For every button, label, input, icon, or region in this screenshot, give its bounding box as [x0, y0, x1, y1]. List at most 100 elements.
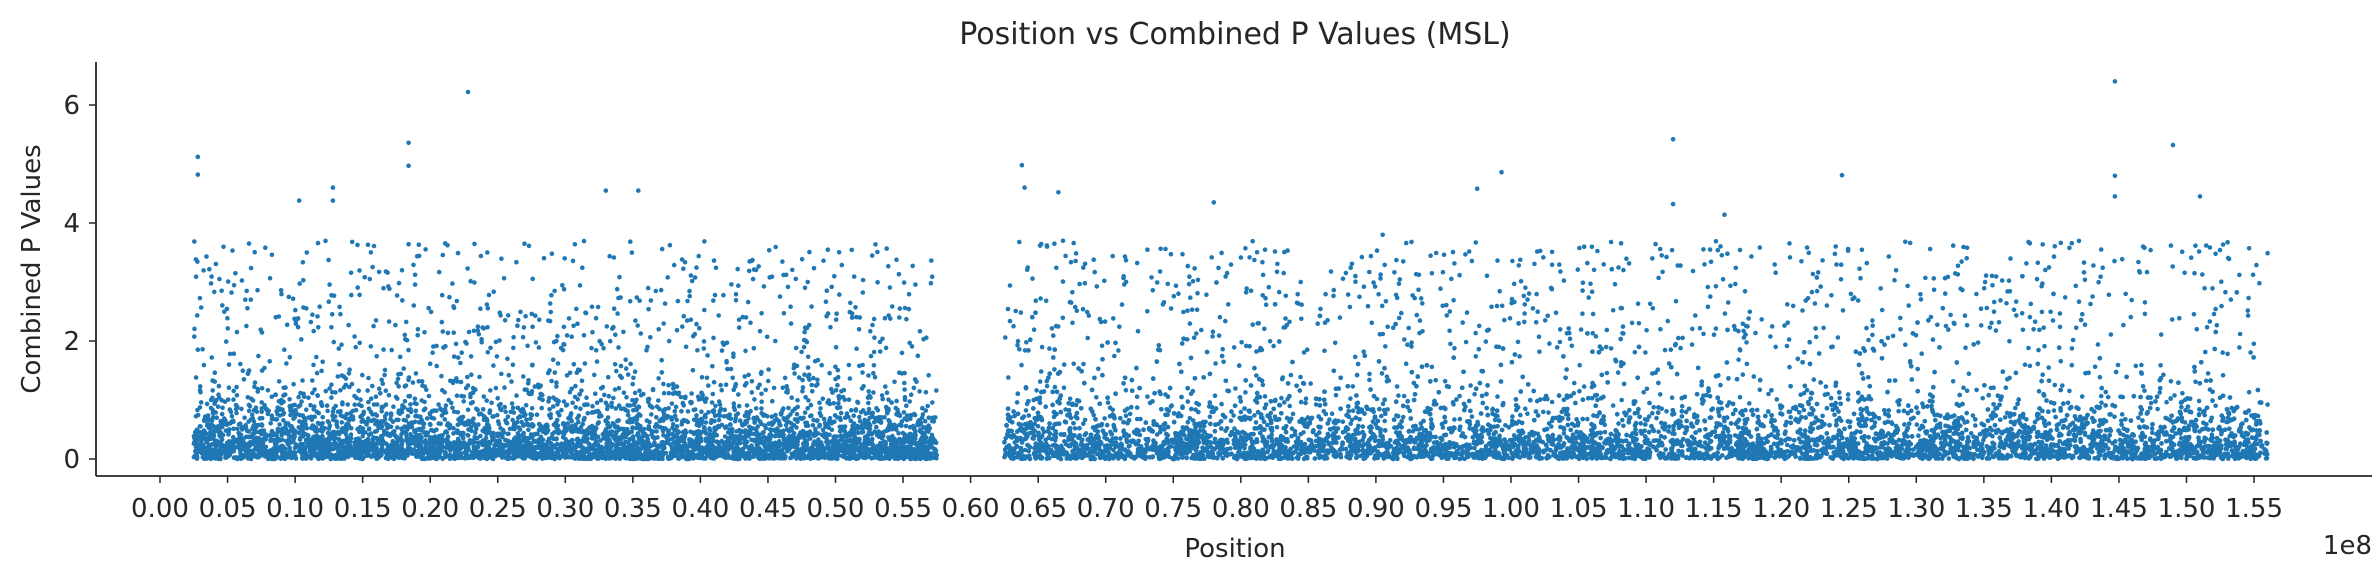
data-point [534, 456, 539, 462]
data-point [440, 329, 446, 334]
data-point [766, 453, 772, 458]
data-point [481, 451, 487, 457]
data-point [713, 265, 719, 271]
data-point [245, 371, 251, 377]
data-point [262, 447, 268, 452]
data-point [849, 408, 854, 413]
data-point [344, 411, 350, 417]
data-point [612, 362, 618, 367]
data-point [731, 448, 737, 454]
data-point [238, 361, 243, 367]
data-point [211, 409, 217, 415]
data-point [373, 412, 378, 417]
data-point [210, 441, 215, 447]
data-point [703, 446, 708, 452]
data-point [212, 379, 218, 384]
data-point [863, 411, 869, 416]
data-point [883, 441, 888, 447]
data-point [450, 405, 455, 411]
data-point [693, 417, 699, 422]
data-point [303, 456, 309, 461]
data-point [359, 403, 364, 409]
data-point [765, 378, 771, 384]
data-point [434, 408, 439, 414]
data-point [346, 422, 351, 428]
data-point [477, 374, 482, 380]
data-point [324, 403, 330, 408]
data-point [579, 378, 585, 384]
data-point [427, 361, 433, 367]
data-point [306, 433, 311, 439]
data-point [352, 334, 357, 339]
data-point [817, 400, 822, 406]
data-point [605, 374, 611, 380]
data-point [328, 456, 333, 462]
data-point [584, 456, 589, 461]
data-point [575, 415, 580, 421]
data-point [595, 434, 601, 440]
data-point [590, 443, 595, 449]
data-point [728, 443, 734, 448]
data-point [540, 392, 545, 398]
data-point [598, 398, 604, 403]
data-point [246, 408, 252, 414]
data-point [585, 410, 590, 416]
data-point [672, 413, 678, 419]
data-point [791, 435, 797, 441]
data-point [688, 429, 693, 435]
data-point [366, 375, 371, 381]
data-point [730, 375, 735, 381]
data-point [699, 429, 704, 435]
data-point [469, 428, 474, 434]
data-point [458, 379, 464, 385]
data-point [454, 298, 460, 304]
data-point [838, 433, 844, 439]
data-point [338, 413, 344, 418]
data-point [711, 408, 717, 413]
data-point [226, 439, 232, 444]
data-point [426, 393, 432, 399]
data-point [663, 450, 669, 456]
data-point [790, 408, 795, 414]
data-point [732, 407, 737, 413]
data-point [532, 384, 538, 389]
data-point [200, 347, 205, 352]
data-point [320, 456, 325, 461]
data-point [925, 403, 930, 409]
data-point [811, 375, 816, 381]
data-point [800, 388, 805, 394]
data-point [382, 440, 387, 446]
data-point [768, 433, 774, 439]
data-point [552, 370, 558, 375]
data-point [220, 405, 225, 411]
data-point [459, 444, 464, 450]
data-point [731, 401, 737, 406]
data-point [201, 362, 207, 368]
data-point [547, 413, 552, 418]
data-point [856, 453, 862, 458]
data-point [276, 427, 282, 432]
data-point [528, 412, 533, 417]
data-point [366, 446, 372, 452]
data-point [542, 446, 548, 451]
data-point [495, 431, 501, 437]
data-point [511, 436, 517, 442]
data-point [502, 385, 507, 390]
data-point [564, 333, 570, 338]
data-point [909, 451, 914, 457]
data-point [424, 416, 430, 421]
data-point [566, 316, 572, 321]
data-point [742, 440, 748, 446]
data-point [464, 454, 470, 459]
data-point [632, 369, 638, 375]
data-point [892, 379, 897, 385]
data-point [595, 421, 601, 426]
data-point [288, 448, 293, 454]
data-point [332, 445, 338, 451]
data-point [707, 426, 712, 431]
data-point [441, 345, 446, 350]
data-point [514, 393, 519, 398]
data-point [227, 421, 233, 426]
data-point [366, 432, 372, 438]
